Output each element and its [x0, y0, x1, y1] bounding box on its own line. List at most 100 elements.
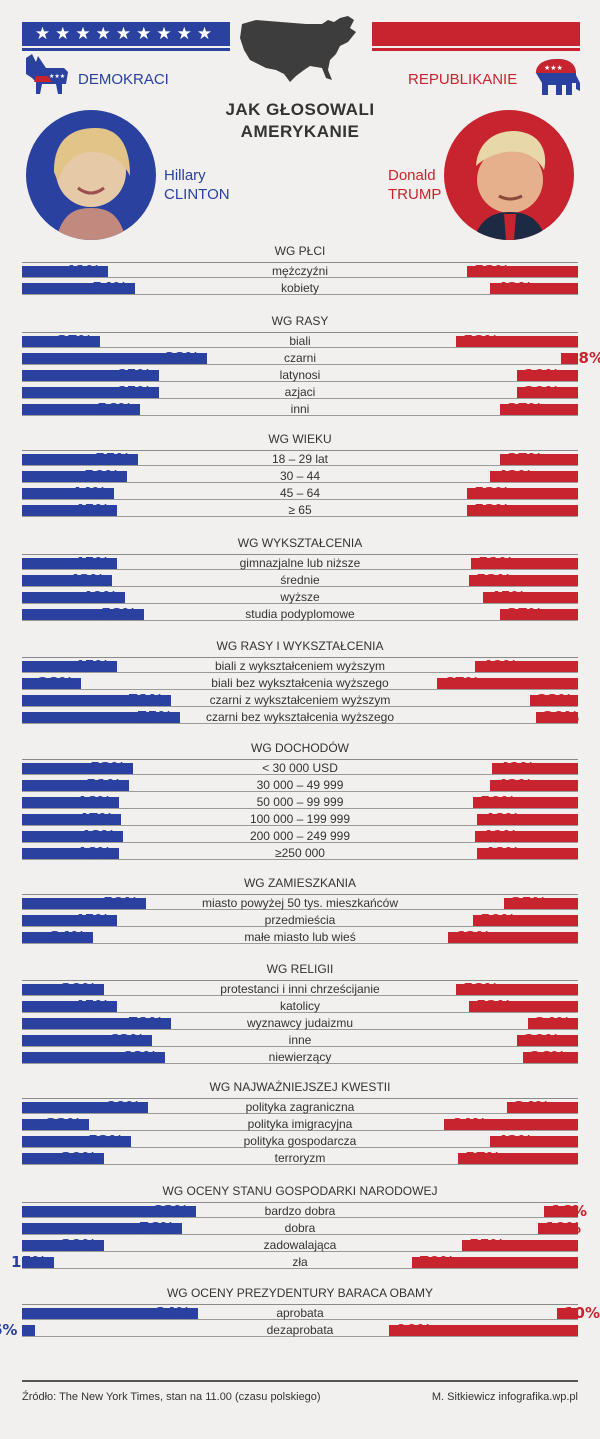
trump-pct: 52% — [476, 571, 512, 589]
trump-bar — [490, 471, 578, 482]
row-label: 100 000 – 199 999 — [249, 812, 351, 826]
row-label: inni — [290, 402, 310, 416]
trump-bar — [471, 558, 578, 569]
row-divider — [22, 1012, 578, 1013]
clinton-bar — [22, 1001, 117, 1012]
row-divider — [22, 1164, 578, 1165]
trump-bar — [517, 1035, 578, 1046]
trump-bar — [477, 848, 578, 859]
clinton-pct: 65% — [116, 366, 152, 384]
row-divider — [22, 603, 578, 604]
row-label: niewierzący — [268, 1050, 332, 1064]
row-divider — [22, 909, 578, 910]
trump-bar — [437, 678, 578, 689]
clinton-bar — [22, 1308, 198, 1319]
section-title: WG WYKSZTAŁCENIA — [237, 536, 363, 550]
page-title-line-2: AMERYKANIE — [240, 122, 360, 141]
trump-pct: 50% — [480, 911, 516, 929]
clinton-pct: 62% — [109, 1031, 145, 1049]
row-label: przedmieścia — [264, 913, 336, 927]
row-divider — [22, 398, 578, 399]
row-divider — [22, 347, 578, 348]
row-divider — [22, 294, 578, 295]
clinton-bar — [22, 353, 207, 364]
svg-text:★★★: ★★★ — [49, 73, 65, 80]
row-label: dobra — [284, 1221, 316, 1235]
clinton-bar — [22, 695, 171, 706]
footer-source: Źródło: The New York Times, stan na 11.0… — [22, 1391, 321, 1403]
section-rule — [22, 980, 578, 981]
clinton-pct: 46% — [76, 844, 112, 862]
trump-bar — [467, 505, 578, 516]
trump-pct: 50% — [480, 793, 516, 811]
clinton-pct: 48% — [80, 827, 116, 845]
clinton-bar — [22, 592, 125, 603]
row-label: polityka imigracyjna — [247, 1117, 353, 1131]
row-label: polityka gospodarcza — [243, 1134, 357, 1148]
row-label: czarni z wykształceniem wyższym — [209, 693, 391, 707]
clinton-bar — [22, 505, 117, 516]
section-title: WG PŁCI — [274, 244, 326, 258]
clinton-pct: 32% — [46, 1115, 82, 1133]
stars-row: ★★★★★★★★★ — [34, 24, 218, 44]
section-title: WG WIEKU — [268, 432, 332, 446]
trump-pct: 79% — [419, 1253, 455, 1271]
row-label: aprobata — [276, 1306, 324, 1320]
clinton-pct: 71% — [128, 1014, 164, 1032]
row-label: zadowalająca — [263, 1238, 337, 1252]
rep-last-name: TRUMP — [388, 186, 442, 203]
trump-bar — [561, 353, 578, 364]
clinton-bar — [22, 1206, 196, 1217]
clinton-bar — [22, 1153, 104, 1164]
row-divider — [22, 808, 578, 809]
clinton-pct: 53% — [90, 759, 126, 777]
trump-pct: 53% — [474, 484, 510, 502]
trump-pct: 42% — [497, 467, 533, 485]
clinton-pct: 39% — [61, 1149, 97, 1167]
trump-pct: 58% — [463, 332, 499, 350]
trump-pct: 45% — [490, 588, 526, 606]
trump-bar — [500, 404, 578, 415]
row-divider — [22, 1336, 578, 1337]
clinton-bar — [22, 1102, 148, 1113]
section-rule — [22, 554, 578, 555]
trump-bar — [490, 283, 578, 294]
row-label: średnie — [280, 573, 320, 587]
row-label: polityka zagraniczna — [245, 1100, 355, 1114]
clinton-pct: 50% — [84, 467, 120, 485]
trump-bar — [475, 661, 578, 672]
row-label: ≥ 65 — [288, 503, 312, 517]
trump-pct: 42% — [497, 279, 533, 297]
row-label: biali bez wykształcenia wyższego — [211, 676, 389, 690]
trump-bar — [458, 1153, 578, 1164]
row-divider — [22, 1113, 578, 1114]
clinton-bar — [22, 1035, 152, 1046]
clinton-bar — [22, 454, 138, 465]
clinton-pct: 39% — [61, 980, 97, 998]
trump-bar — [483, 592, 578, 603]
row-label: latynosi — [279, 368, 321, 382]
trump-pct: 49% — [482, 657, 518, 675]
clinton-bar — [22, 266, 108, 277]
row-label: inne — [288, 1033, 312, 1047]
section-rule — [22, 657, 578, 658]
row-divider — [22, 516, 578, 517]
row-label: studia podyplomowe — [245, 607, 355, 621]
clinton-pct: 51% — [86, 776, 122, 794]
clinton-pct: 54% — [92, 279, 128, 297]
clinton-bar — [22, 1223, 182, 1234]
trump-bar — [507, 1102, 578, 1113]
trump-bar — [544, 1206, 578, 1217]
clinton-pct: 68% — [122, 1048, 158, 1066]
row-label: ≥250 000 — [275, 846, 325, 860]
usa-map-icon — [240, 16, 356, 82]
trump-pct: 67% — [444, 674, 480, 692]
row-divider — [22, 364, 578, 365]
clinton-pct: 39% — [61, 1236, 97, 1254]
row-label: biali — [289, 334, 311, 348]
trump-bar — [475, 831, 578, 842]
trump-bar — [536, 712, 578, 723]
trump-pct: 62% — [455, 928, 491, 946]
svg-text:★★★: ★★★ — [544, 64, 563, 72]
footer-rule — [22, 1380, 578, 1382]
